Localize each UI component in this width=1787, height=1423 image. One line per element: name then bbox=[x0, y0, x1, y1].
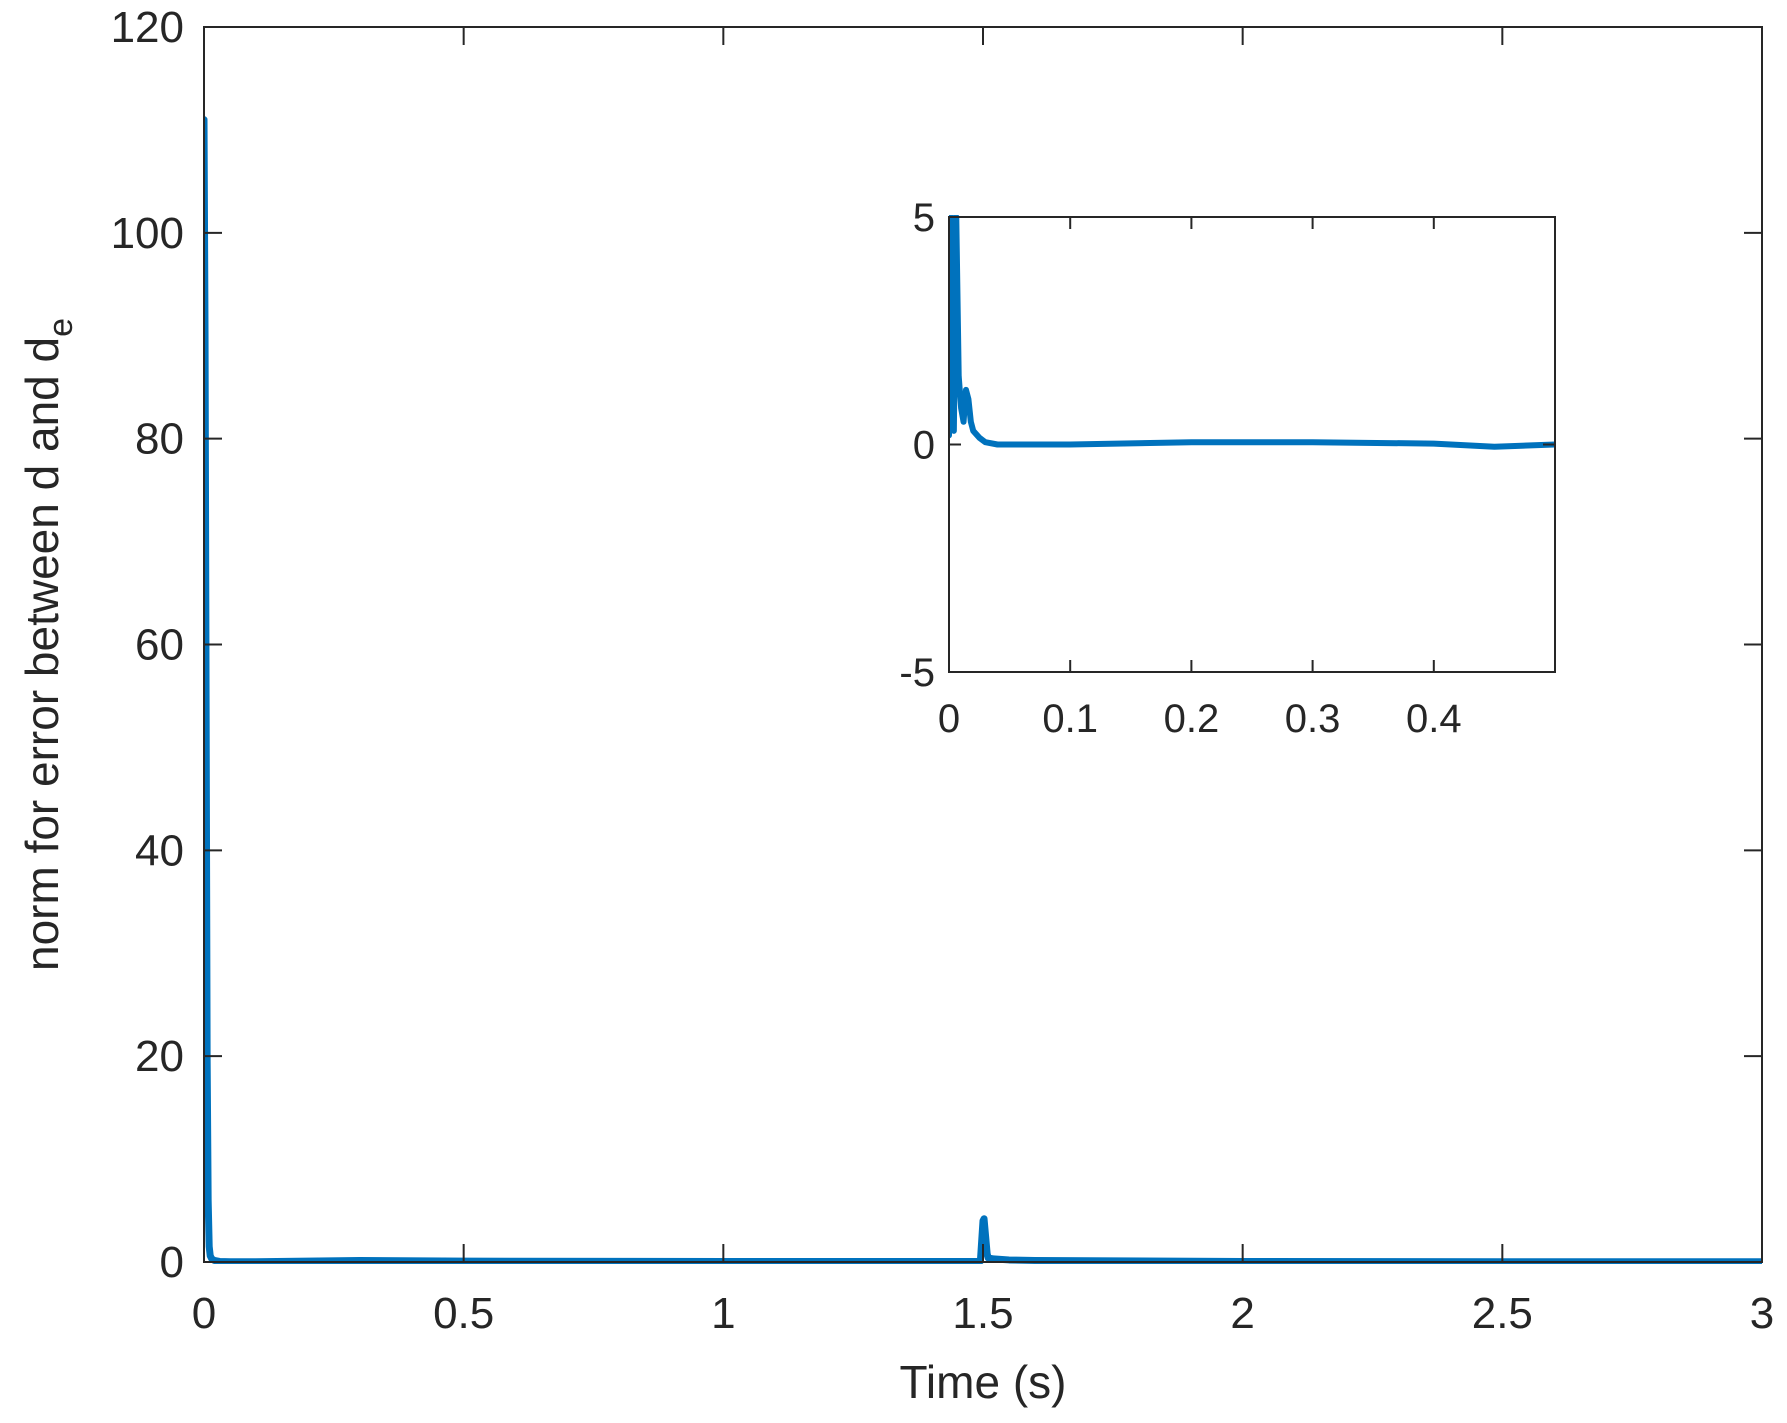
main-x-tick-label: 1.5 bbox=[952, 1289, 1013, 1338]
inset-y-tick-label: 0 bbox=[913, 424, 935, 468]
main-x-tick-label: 1 bbox=[711, 1289, 735, 1338]
inset-x-tick-label: 0 bbox=[938, 697, 960, 741]
inset-series-line-0 bbox=[949, 215, 1555, 450]
inset-x-tick-label: 0.2 bbox=[1164, 697, 1220, 741]
main-x-tick-label: 0.5 bbox=[433, 1289, 494, 1338]
inset-plot: 0 0.1 0.2 0.3 0.4-505 bbox=[899, 196, 1556, 741]
main-y-tick-label: 100 bbox=[111, 209, 184, 258]
main-y-tick-label: 0 bbox=[160, 1238, 184, 1287]
main-y-tick-label: 120 bbox=[111, 3, 184, 52]
main-x-tick-label: 2 bbox=[1230, 1289, 1254, 1338]
main-y-axis-title-subscript: e bbox=[42, 318, 80, 337]
main-y-axis-title: norm for error between d and de bbox=[16, 318, 80, 971]
main-x-axis-title: Time (s) bbox=[900, 1356, 1067, 1408]
main-plot: 0 0.5 1 1.5 2 2.5 3 0 20 40 60 80 100 120 Time (s) norm… bbox=[16, 3, 1774, 1408]
inset-x-tick-label: 0.3 bbox=[1285, 697, 1341, 741]
main-x-tick-label: 2.5 bbox=[1472, 1289, 1533, 1338]
main-y-tick-label: 20 bbox=[135, 1032, 184, 1081]
inset-y-tick-label: 5 bbox=[913, 196, 935, 240]
inset-x-tick-label: 0.4 bbox=[1406, 697, 1462, 741]
inset-x-tick-label: 0.1 bbox=[1042, 697, 1098, 741]
main-x-tick-label: 3 bbox=[1750, 1289, 1774, 1338]
main-y-tick-label: 40 bbox=[135, 826, 184, 875]
main-y-tick-label: 80 bbox=[135, 415, 184, 464]
main-y-axis-title-text: norm for error between d and d bbox=[16, 337, 68, 971]
main-y-tick-label: 60 bbox=[135, 621, 184, 670]
main-x-tick-label: 0 bbox=[192, 1289, 216, 1338]
inset-y-tick-label: -5 bbox=[899, 651, 935, 695]
